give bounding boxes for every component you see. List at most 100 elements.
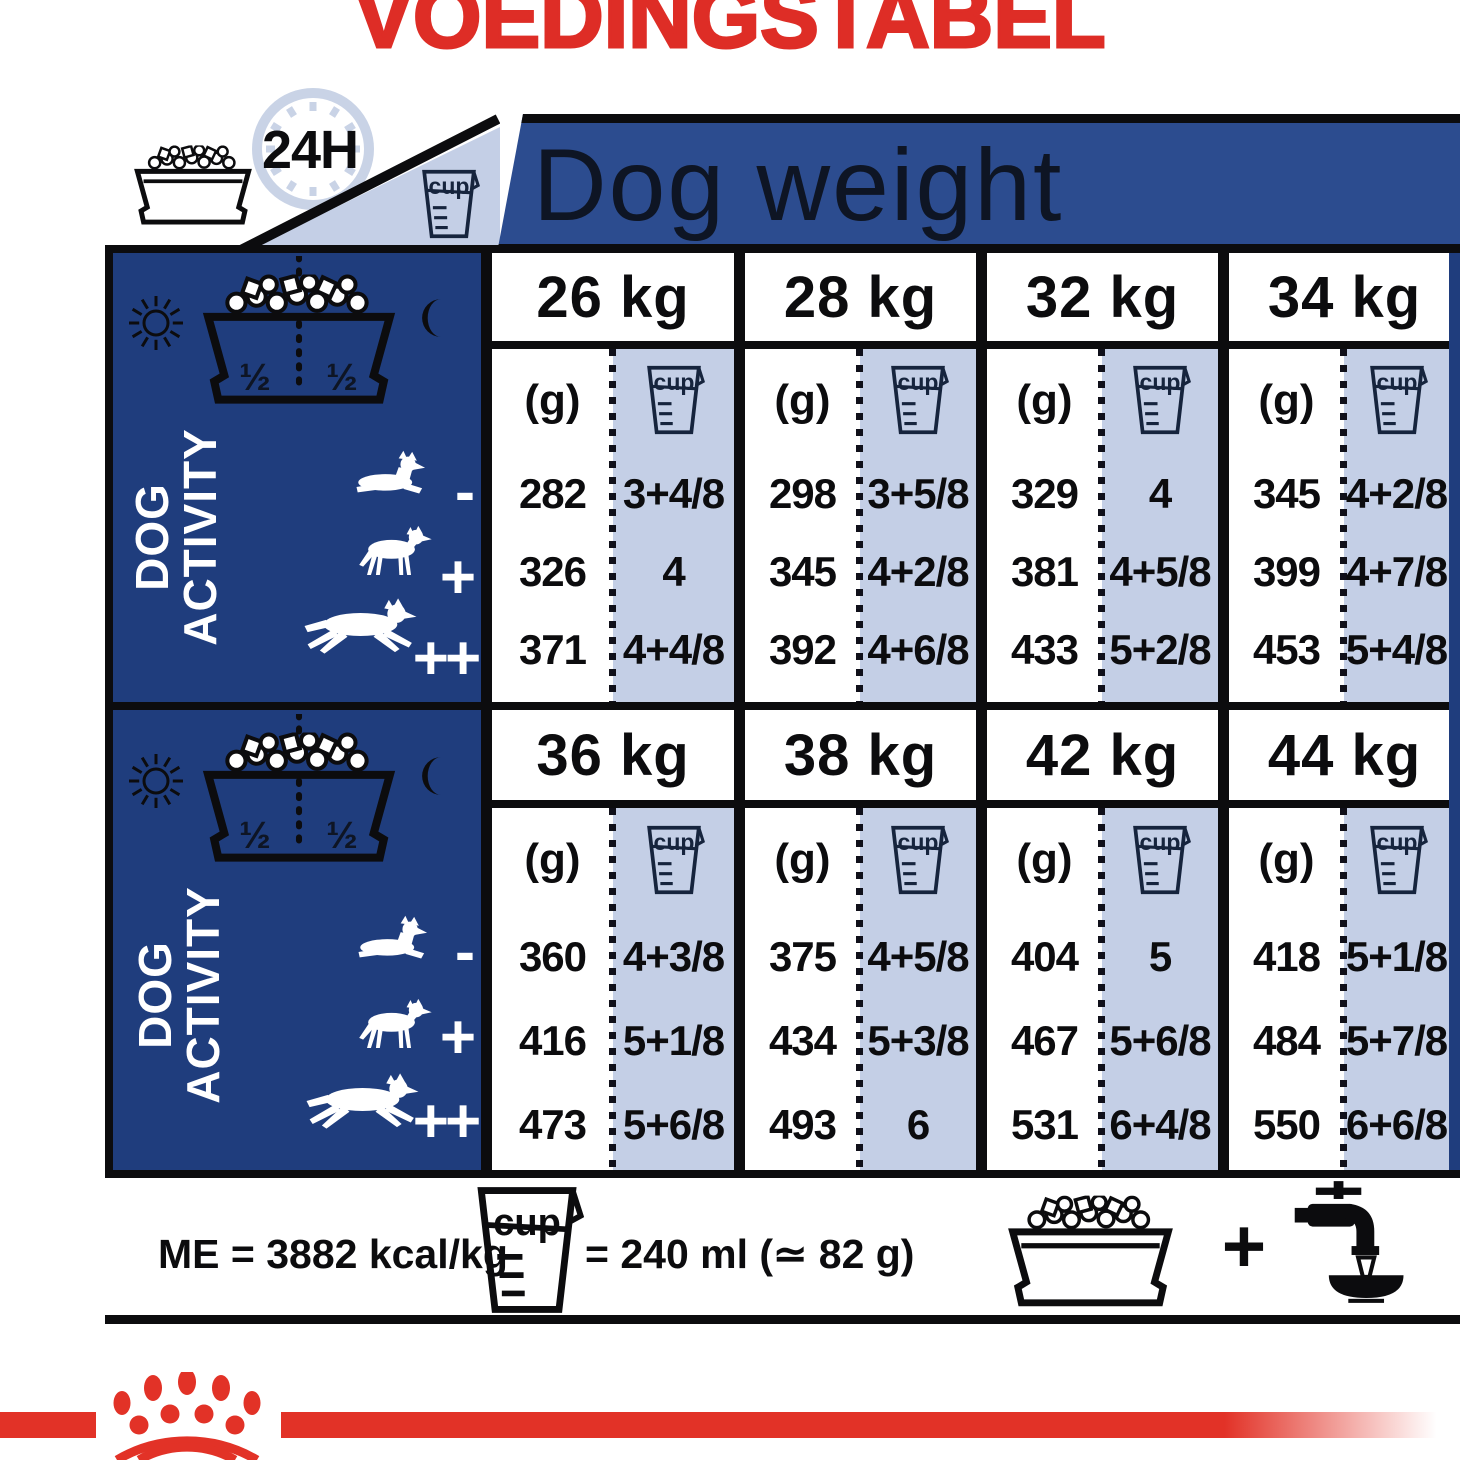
moon-icon [420,746,462,806]
cup-column-bg [860,349,976,702]
gram-value: 381 [1010,548,1079,595]
table-right-edge [1449,253,1460,1170]
dog-standing-icon [357,513,435,589]
cup-icon-large: cup [468,1186,586,1314]
cup-value: 4 [1148,470,1172,517]
gram-unit-label: (g) [524,835,581,884]
gram-value: 434 [768,1017,837,1064]
weight-header: 38 kg [783,722,938,788]
half-portion-label: ½ [239,815,271,857]
gram-unit-label: (g) [1258,375,1315,425]
cup-value: 4+3/8 [622,933,725,980]
gram-value: 493 [768,1101,837,1148]
cup-icon-label: cup [897,829,939,855]
cup-value: 5+6/8 [1109,1017,1211,1064]
24h-label: 24H [261,120,359,180]
cup-icon: cup [887,360,949,440]
dotted-divider [1340,808,1347,1170]
cup-icon-label: cup [653,369,695,395]
kg-row-underline [492,341,1460,349]
gram-value: 345 [1252,470,1321,517]
dotted-divider [1098,808,1105,1170]
cup-icon: cup [643,360,705,440]
cup-column-bg [613,808,734,1170]
dog-weight-header: Dog weight [497,114,1460,253]
column-border [976,253,987,1170]
cup-column-bg [613,349,734,702]
table-middle-separator [105,702,1460,710]
half-portion-label: ½ [326,357,358,399]
cup-value: 5+3/8 [867,1017,969,1064]
me-kcal-note: ME = 3882 kcal/kg [158,1231,508,1277]
cup-icon-label: cup [1139,369,1181,395]
cup-icon: cup [643,820,705,900]
cup-value: 5+7/8 [1345,1017,1448,1064]
cup-value: 4 [662,548,685,595]
weight-header: 34 kg [1267,264,1422,330]
dotted-divider [856,349,863,702]
dotted-divider [1098,349,1105,702]
weight-header: 26 kg [536,264,690,330]
cup-icon: cup [1129,360,1191,440]
activity-medium-sign: + [439,1003,477,1072]
footer-rule [105,1315,1460,1324]
weight-header: 36 kg [536,722,690,788]
gram-value: 404 [1010,933,1079,980]
gram-value: 418 [1252,933,1321,980]
gram-unit-label: (g) [1016,375,1073,425]
sidebar-panel-bottom [113,710,481,1170]
dog-lying-icon [355,908,437,968]
cup-icon: cup [418,164,480,244]
dotted-divider [1340,349,1347,702]
dog-activity-label: DOG ACTIVITY [129,886,229,1104]
cup-value: 6+6/8 [1345,1101,1448,1148]
cup-value: 3+5/8 [867,470,969,517]
cup-column-bg [1102,808,1218,1170]
gram-value: 531 [1010,1101,1079,1148]
gram-value: 399 [1252,548,1321,595]
table-top-border [105,245,1460,253]
dotted-divider [856,808,863,1170]
weight-header: 44 kg [1267,722,1422,788]
cup-column-bg [860,808,976,1170]
activity-low-sign: - [455,918,475,985]
gram-value: 282 [518,470,587,517]
weight-header: 32 kg [1025,264,1180,330]
cup-value: 4+6/8 [867,626,969,673]
cup-value: 4+5/8 [867,933,969,980]
cup-value: 6 [906,1101,930,1148]
gram-value: 433 [1010,626,1079,673]
gram-value: 473 [518,1101,587,1148]
cup-icon: cup [887,820,949,900]
gram-value: 467 [1010,1017,1079,1064]
table-left-border [105,245,113,1178]
cup-value: 5+2/8 [1109,626,1211,673]
cup-value: 6+4/8 [1109,1101,1211,1148]
gram-unit-label: (g) [774,375,831,425]
gram-unit-label: (g) [774,835,831,884]
cup-volume-note: = 240 ml (≃ 82 g) [585,1231,915,1277]
red-band-right [281,1412,1460,1438]
red-band-left [0,1412,96,1438]
cup-icon-label: cup [1376,369,1418,395]
dog-weight-label: Dog weight [533,128,1064,242]
activity-high-sign: ++ [412,1087,481,1156]
cup-value: 5 [1148,933,1172,980]
cup-icon-label: cup [493,1202,561,1244]
gram-value: 484 [1252,1017,1321,1064]
cup-icon: cup [1366,360,1428,440]
sun-icon [123,748,189,814]
dotted-divider [609,349,616,702]
column-border [734,253,745,1170]
column-border [481,253,492,1170]
gram-unit-label: (g) [1258,835,1315,884]
cup-value: 4+4/8 [622,626,725,673]
cup-value: 3+4/8 [622,470,725,517]
gram-value: 298 [768,470,837,517]
activity-high-sign: ++ [412,624,481,693]
weight-header: 42 kg [1025,722,1180,788]
gram-value: 326 [518,548,587,595]
cup-value: 5+1/8 [1345,933,1448,980]
page-title: VOEDINGSTABEL [353,0,1107,66]
